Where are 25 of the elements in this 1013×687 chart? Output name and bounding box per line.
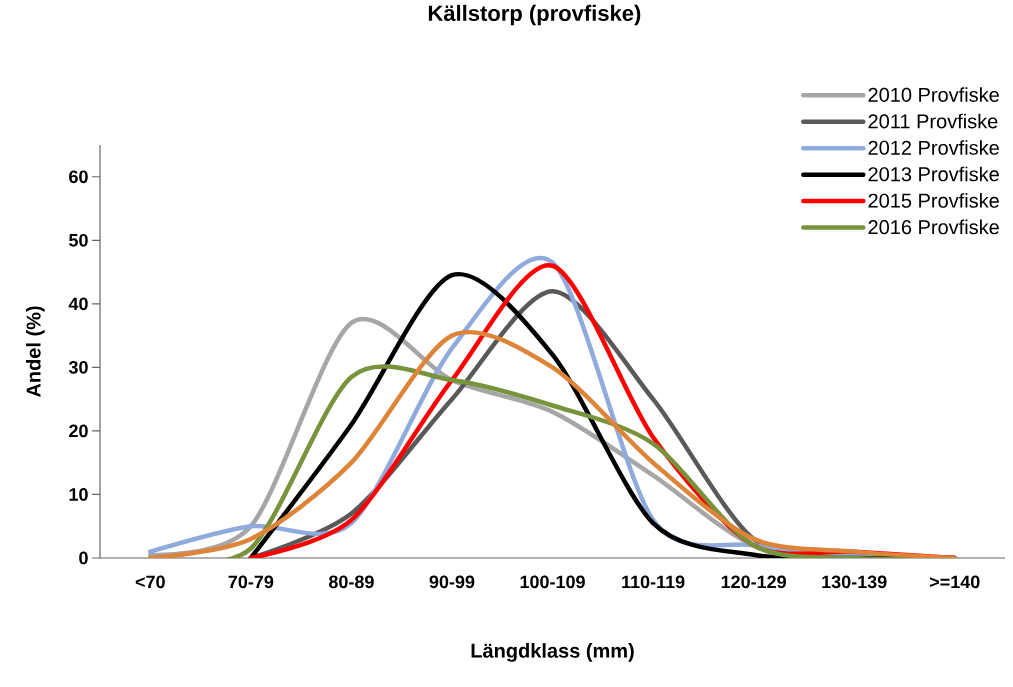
x-tick-label: 80-89	[328, 575, 374, 589]
legend-label: 2011 Provfiske	[868, 113, 998, 129]
legend-label: 2010 Provfiske	[868, 87, 999, 102]
x-tick-label: 130-139	[822, 575, 887, 589]
y-tick-label: 0	[79, 551, 88, 565]
x-tick-label: 90-99	[429, 575, 475, 589]
x-tick-label: 110-119	[622, 575, 685, 589]
y-tick-label: 50	[69, 233, 88, 247]
x-tick-label: >=140	[929, 575, 980, 589]
y-tick-label: 60	[69, 170, 88, 184]
x-tick-label: <70	[135, 575, 165, 589]
x-tick-label: 70-79	[228, 575, 274, 589]
legend-label: 2013 Provfiske	[868, 166, 999, 182]
y-tick-label: 10	[69, 488, 88, 501]
y-tick-label: 20	[69, 424, 88, 438]
x-tick-label: 120-129	[721, 575, 786, 589]
x-tick-label: 100-109	[520, 575, 585, 589]
legend-label: 2012 Provfiske	[868, 140, 999, 155]
y-tick-label: 40	[68, 297, 88, 311]
x-axis-title: Längdklass (mm)	[471, 643, 634, 662]
y-tick-label: 30	[68, 360, 88, 374]
chart-title: Källstorp (provfiske)	[428, 4, 641, 26]
legend-label: 2015 Provfiske	[868, 193, 999, 208]
y-axis-title: Andel (%)	[25, 306, 45, 398]
legend-label: 2016 Provfiske	[868, 219, 999, 235]
